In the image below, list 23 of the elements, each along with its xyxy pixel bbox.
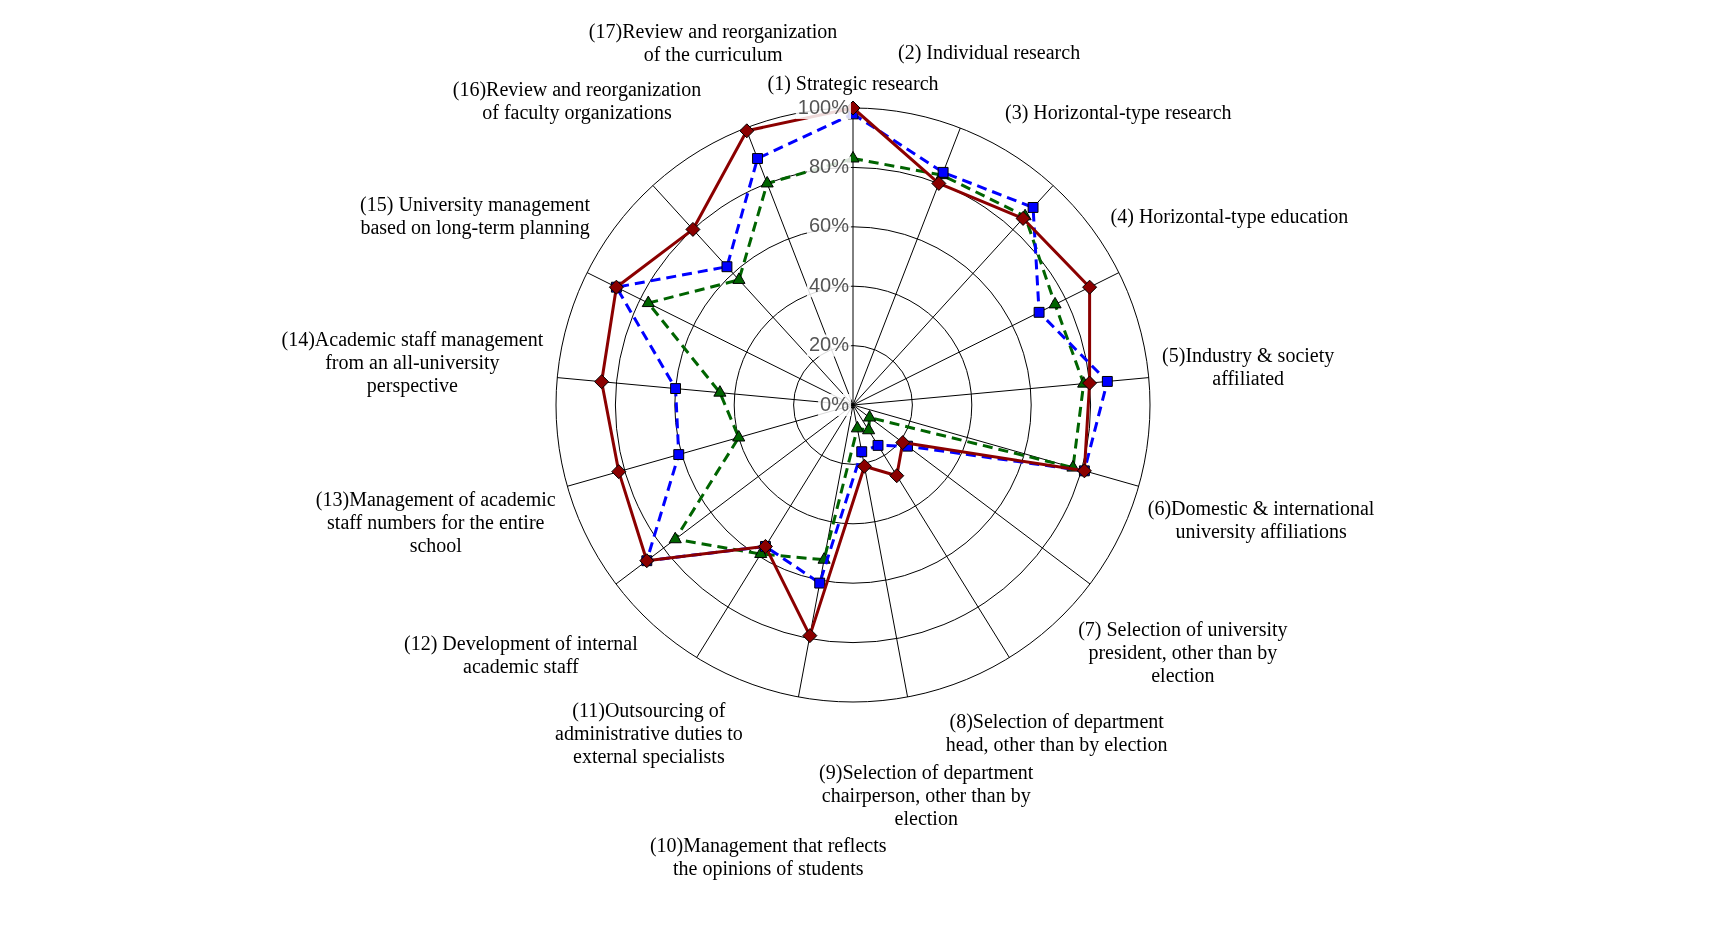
spoke-label: (11)Outsourcing of administrative duties to external specialists — [555, 698, 743, 768]
y-tick-label: 100% — [797, 95, 850, 118]
spoke-label: (9)Selection of department chairperson, other than by election — [819, 761, 1034, 830]
spoke-label: (3) Horizontal-type research — [1005, 101, 1232, 125]
spoke-label: (2) Individual research — [897, 41, 1081, 65]
spoke-label: (5)Industry & society affiliated — [1162, 344, 1335, 390]
spoke-label: (8)Selection of department head, other than by election — [945, 709, 1168, 756]
spoke-label: (6)Domestic & international university affiliations — [1147, 496, 1375, 543]
spoke-label: (10)Management that reflects the opinions of students — [649, 834, 887, 881]
spoke-label: (4) Horizontal-type education — [1110, 204, 1349, 228]
y-tick-label: 40% — [808, 273, 850, 296]
spoke-label: (12) Development of internal academic staff — [404, 631, 639, 677]
y-tick-label: 20% — [808, 333, 850, 356]
spoke-label: (13)Management of academic staff numbers for the entire school — [315, 487, 556, 556]
y-tick-label: 80% — [808, 154, 850, 177]
y-tick-label: 60% — [808, 214, 850, 237]
spoke-label: (14)Academic staff management from an all-university perspective — [281, 328, 544, 398]
spoke-label: (1) Strategic research — [767, 71, 939, 95]
spoke-label: (7) Selection of university president, other than by election — [1078, 618, 1288, 687]
spoke-label: (15) University management based on long-term planning — [360, 192, 591, 239]
spoke-label: (16)Review and reorganization of faculty organizations — [452, 77, 702, 124]
y-tick-label: 0% — [820, 392, 850, 415]
spoke-label: (17)Review and reorganization of the curriculum — [588, 19, 838, 65]
